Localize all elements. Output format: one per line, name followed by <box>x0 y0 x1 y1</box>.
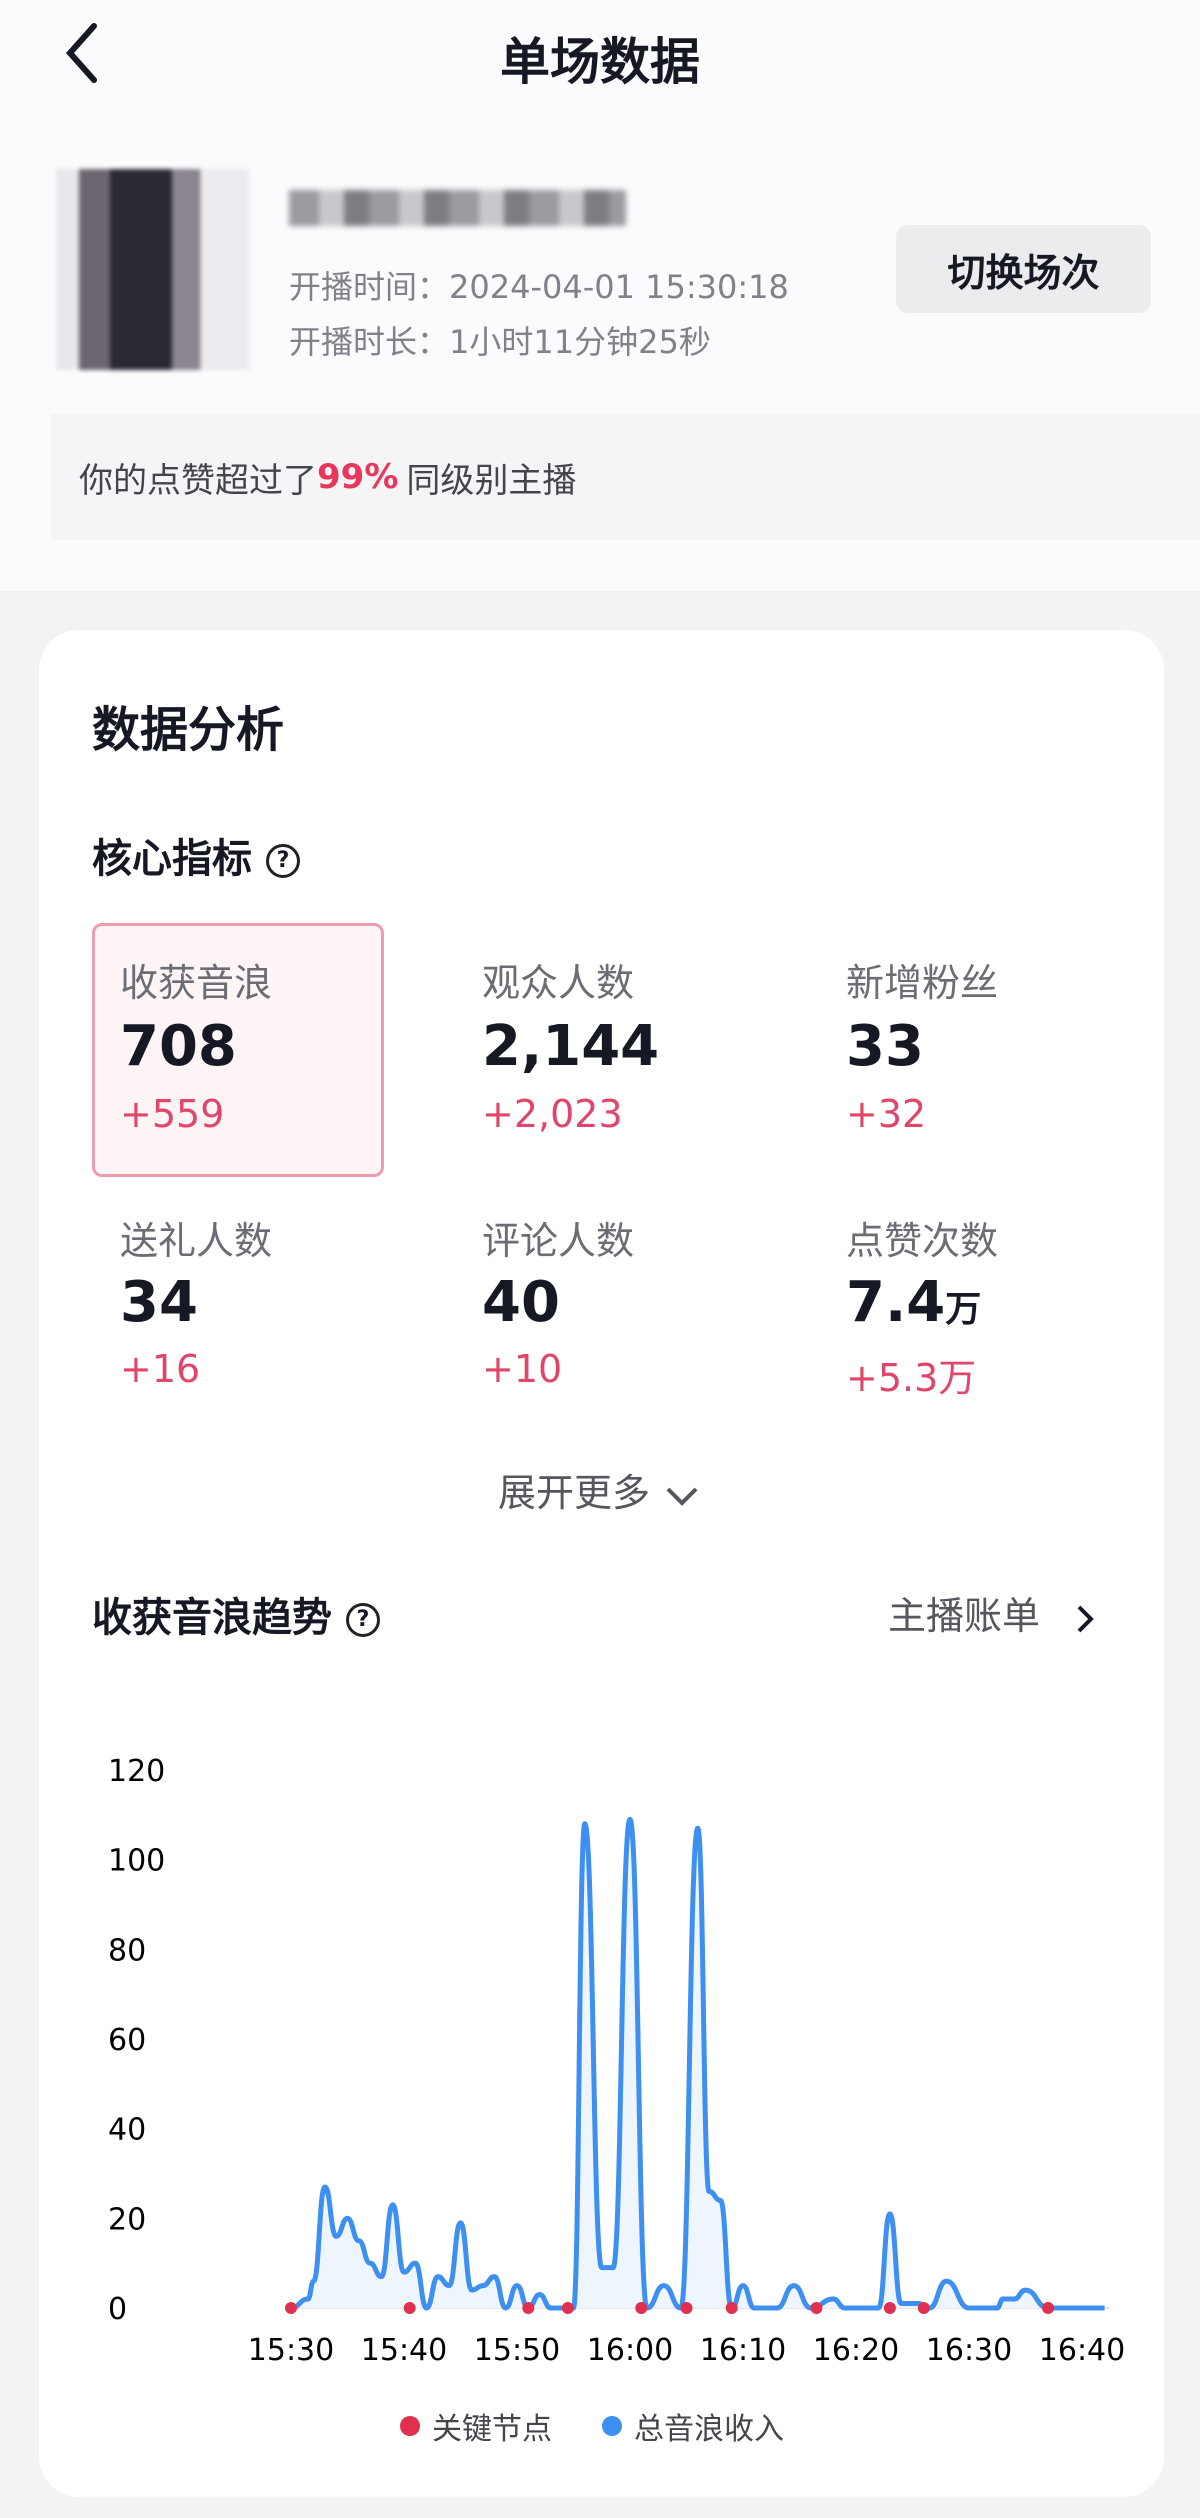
x-tick-label: 15:50 <box>474 2333 560 2368</box>
like-rank-banner: 你的点赞超过了 99% 同级别主播 <box>51 414 1200 540</box>
metric-label: 新增粉丝 <box>846 961 999 1005</box>
x-tick-label: 16:30 <box>926 2333 1012 2368</box>
metric-delta: +559 <box>120 1092 225 1136</box>
metric-number: 40 <box>482 1270 560 1335</box>
key-node-point[interactable] <box>883 2302 896 2314</box>
y-tick-label: 40 <box>108 2113 146 2148</box>
y-tick-label: 20 <box>108 2202 146 2237</box>
core-metrics-title: 核心指标 <box>92 836 252 882</box>
banner-percent: 99% <box>317 457 399 497</box>
metric-delta: +16 <box>120 1347 201 1391</box>
metric-number: 7.4 <box>846 1270 946 1335</box>
switch-session-button[interactable]: 切换场次 <box>896 225 1151 313</box>
y-tick-label: 80 <box>108 1933 146 1968</box>
legend-income-label[interactable]: 总音浪收入 <box>634 2412 784 2447</box>
y-tick-label: 120 <box>108 1754 165 1789</box>
expand-more-label: 展开更多 <box>497 1471 650 1515</box>
metric-value: 708 <box>120 1014 237 1079</box>
duration: 开播时长：1小时11分钟25秒 <box>289 317 711 363</box>
metric-value: 34 <box>120 1270 198 1335</box>
legend-income-dot <box>602 2416 622 2436</box>
metric-number: 33 <box>846 1014 924 1079</box>
y-tick-label: 60 <box>108 2023 146 2058</box>
metric-value: 7.4万 <box>846 1270 981 1335</box>
duration-label: 开播时长： <box>289 323 450 361</box>
start-time-value: 2024-04-01 15:30:18 <box>449 268 789 306</box>
help-icon[interactable]: ? <box>266 844 300 878</box>
income-area <box>291 1819 1105 2308</box>
legend-key-node-dot <box>400 2416 420 2436</box>
metric-value: 33 <box>846 1014 924 1079</box>
expand-more-button[interactable]: 展开更多 <box>0 1462 1200 1517</box>
key-node-point[interactable] <box>917 2302 930 2314</box>
metric-number: 34 <box>120 1270 198 1335</box>
metric-label: 点赞次数 <box>846 1219 999 1263</box>
y-tick-label: 100 <box>108 1844 165 1879</box>
metric-label: 送礼人数 <box>120 1219 273 1263</box>
key-node-point[interactable] <box>635 2302 648 2314</box>
x-tick-label: 15:30 <box>248 2333 334 2368</box>
metric-delta: +2,023 <box>482 1092 623 1136</box>
legend: 关键节点 总音浪收入 <box>400 2404 784 2448</box>
bill-link-label: 主播账单 <box>888 1594 1041 1638</box>
metric-value: 40 <box>482 1270 560 1335</box>
core-metrics-heading: 核心指标? <box>92 826 300 884</box>
key-node-point[interactable] <box>403 2302 416 2314</box>
key-node-point[interactable] <box>522 2302 535 2314</box>
metric-label: 观众人数 <box>482 961 635 1005</box>
metric-value: 2,144 <box>482 1014 659 1079</box>
metric-number: 708 <box>120 1014 237 1079</box>
metric-label: 收获音浪 <box>120 961 273 1005</box>
banner-suffix: 同级别主播 <box>406 460 577 501</box>
trend-title: 收获音浪趋势 <box>92 1595 332 1641</box>
x-tick-label: 15:40 <box>361 2333 447 2368</box>
metric-delta: +32 <box>846 1092 927 1136</box>
key-node-point[interactable] <box>285 2302 297 2314</box>
key-node-point[interactable] <box>810 2302 823 2314</box>
start-time-label: 开播时间： <box>289 268 450 306</box>
income-line <box>290 1816 1105 2311</box>
key-node-point[interactable] <box>680 2302 693 2314</box>
metric-number: 2,144 <box>482 1014 660 1079</box>
key-node-point[interactable] <box>725 2302 738 2314</box>
page-title: 单场数据 <box>500 33 700 91</box>
metric-label: 评论人数 <box>482 1219 635 1263</box>
chevron-right-icon <box>1077 1605 1094 1632</box>
x-tick-label: 16:20 <box>813 2333 899 2368</box>
help-icon[interactable]: ? <box>346 1603 380 1637</box>
metric-selected-highlight[interactable] <box>92 923 384 1177</box>
y-tick-label: 0 <box>108 2292 127 2327</box>
duration-value: 1小时11分钟25秒 <box>449 323 711 361</box>
avatar <box>56 169 249 370</box>
chevron-left-icon[interactable] <box>60 18 110 88</box>
streamer-name-blurred <box>289 190 626 226</box>
streamer-bill-link[interactable]: 主播账单 <box>888 1585 1100 1640</box>
trend-heading: 收获音浪趋势? <box>92 1585 380 1643</box>
x-tick-label: 16:10 <box>700 2333 786 2368</box>
metric-unit: 万 <box>945 1289 982 1330</box>
key-node-point[interactable] <box>1042 2302 1055 2314</box>
x-tick-label: 16:40 <box>1039 2333 1125 2368</box>
start-time: 开播时间：2024-04-01 15:30:18 <box>289 262 789 308</box>
metric-delta: +10 <box>482 1347 563 1391</box>
metric-delta: +5.3万 <box>846 1356 977 1400</box>
x-tick-label: 16:00 <box>587 2333 673 2368</box>
key-node-point[interactable] <box>561 2302 574 2314</box>
analysis-title: 数据分析 <box>92 702 285 758</box>
legend-key-node-label[interactable]: 关键节点 <box>432 2412 552 2447</box>
banner-prefix: 你的点赞超过了 <box>79 460 317 501</box>
chevron-down-icon <box>666 1487 698 1506</box>
